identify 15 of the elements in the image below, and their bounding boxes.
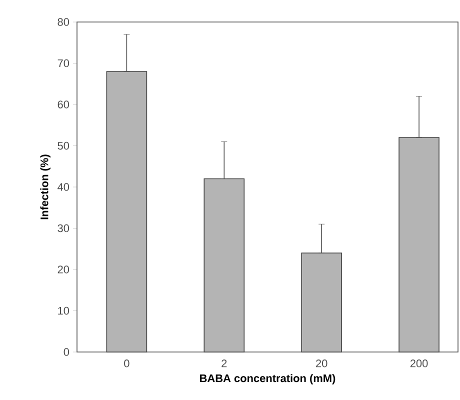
x-tick-label: 200: [410, 360, 428, 368]
y-tick-label: 40: [58, 183, 70, 191]
y-tick-label: 50: [58, 142, 70, 150]
x-tick-label: 0: [124, 360, 130, 368]
y-tick-label: 30: [58, 224, 70, 232]
x-tick-label: 20: [316, 360, 328, 368]
y-tick-label: 10: [58, 306, 70, 315]
y-tick-label: 80: [58, 18, 70, 26]
y-tick-label: 20: [58, 266, 70, 274]
x-tick-label: 2: [222, 360, 227, 368]
y-tick-label: 60: [58, 100, 70, 108]
x-axis-title: BABA concentration (mM): [200, 374, 336, 384]
y-tick-label: 70: [58, 59, 70, 68]
y-tick-label: 0: [64, 348, 70, 356]
y-axis-title: Infection (%): [40, 154, 50, 220]
